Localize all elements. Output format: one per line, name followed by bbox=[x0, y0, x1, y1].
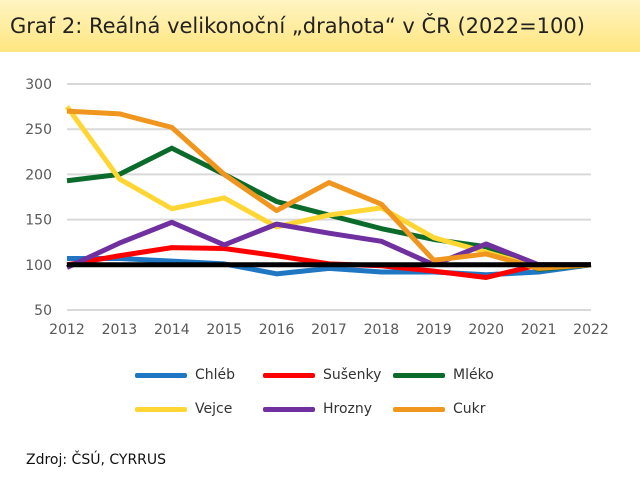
legend-swatch bbox=[393, 406, 445, 412]
legend-label: Vejce bbox=[195, 401, 233, 417]
legend-item: Hrozny bbox=[263, 401, 372, 417]
series-line-vejce bbox=[64, 105, 592, 271]
x-tick-label: 2016 bbox=[259, 322, 295, 338]
legend-label: Hrozny bbox=[323, 401, 373, 417]
y-tick-label: 100 bbox=[25, 258, 52, 274]
y-tick-label: 50 bbox=[34, 303, 52, 319]
x-tick-label: 2013 bbox=[102, 322, 138, 338]
legend-label: Chléb bbox=[195, 367, 236, 383]
legend-swatch bbox=[263, 372, 315, 378]
x-tick-label: 2012 bbox=[49, 322, 85, 338]
chart-title: Graf 2: Reálná velikonoční „drahota“ v Č… bbox=[0, 0, 640, 52]
legend-item: Vejce bbox=[135, 401, 232, 417]
x-tick-label: 2019 bbox=[416, 322, 452, 338]
legend-item: Cukr bbox=[393, 401, 486, 417]
legend-item: Mléko bbox=[393, 367, 494, 383]
x-tick-label: 2017 bbox=[311, 322, 347, 338]
x-tick-label: 2018 bbox=[364, 322, 400, 338]
line-chart: 50 100 150 200 250 300 2012 2013 2014 2015 2016 201… bbox=[25, 77, 609, 338]
legend-label: Mléko bbox=[453, 367, 494, 383]
y-tick-label: 150 bbox=[25, 213, 52, 229]
series-line-cukr bbox=[66, 108, 592, 271]
x-tick-label: 2015 bbox=[206, 322, 242, 338]
series-line-hrozny bbox=[65, 219, 591, 270]
y-tick-label: 250 bbox=[25, 122, 52, 138]
y-tick-label: 200 bbox=[25, 167, 52, 183]
x-tick-label: 2021 bbox=[521, 322, 557, 338]
legend-swatch bbox=[263, 406, 315, 412]
legend-label: Sušenky bbox=[323, 367, 382, 383]
legend-item: Chléb bbox=[135, 367, 235, 383]
legend-swatch bbox=[135, 406, 187, 412]
legend-swatch bbox=[135, 372, 187, 378]
legend-label: Cukr bbox=[453, 401, 486, 417]
x-tick-label: 2014 bbox=[154, 322, 190, 338]
x-tick-label: 2022 bbox=[573, 322, 609, 338]
legend-swatch bbox=[393, 372, 445, 378]
source-note: Zdroj: ČSÚ, CYRRUS bbox=[26, 452, 167, 468]
legend-item: Sušenky bbox=[263, 367, 381, 383]
y-tick-label: 300 bbox=[25, 77, 52, 93]
x-tick-label: 2020 bbox=[468, 322, 504, 338]
